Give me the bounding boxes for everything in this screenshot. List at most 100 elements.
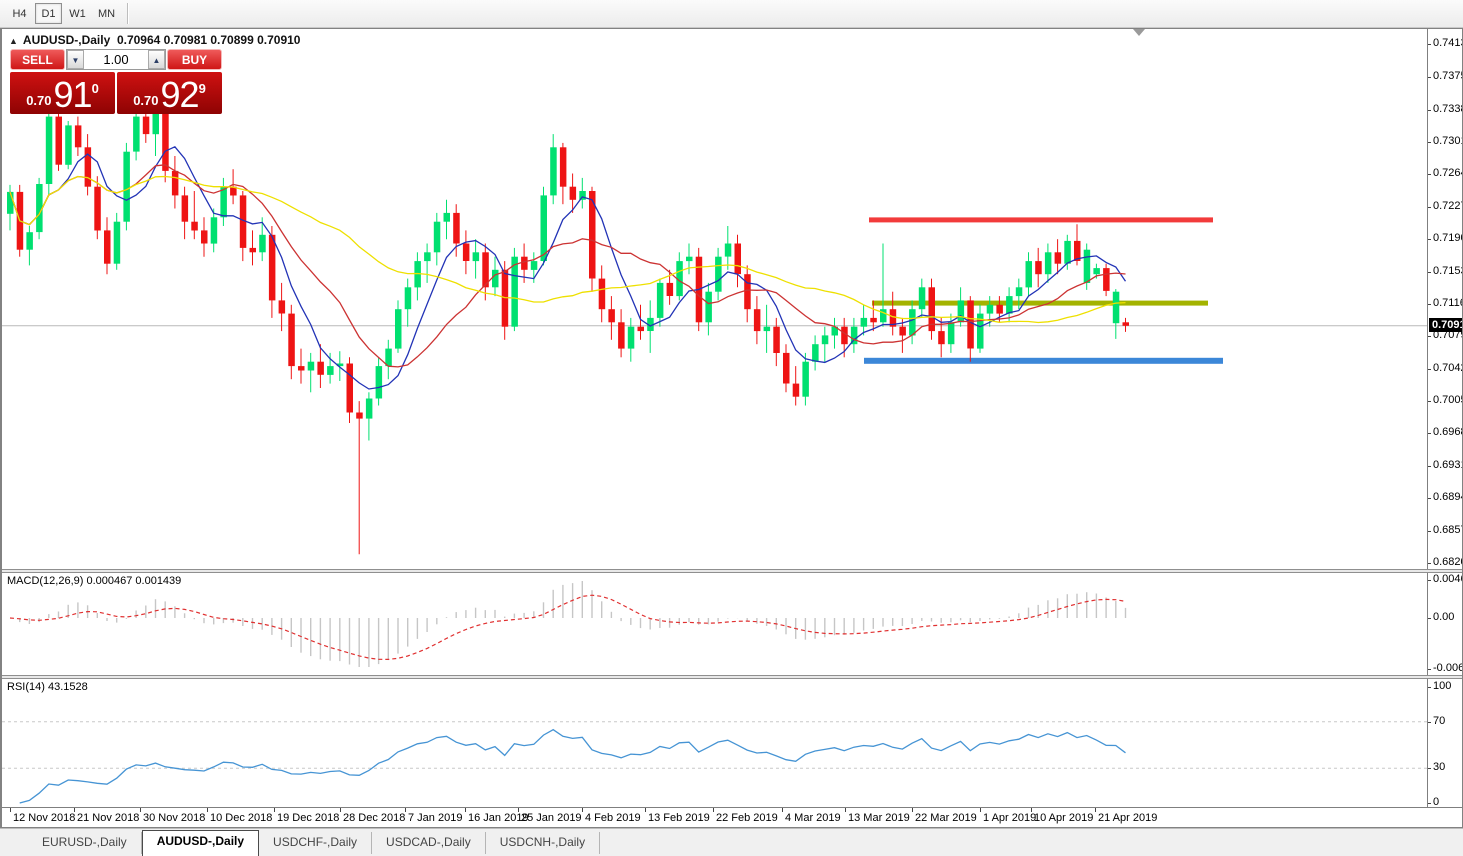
macd-histogram — [19, 581, 1127, 667]
rsi-axis-tick — [1428, 803, 1431, 804]
time-axis-label: 4 Feb 2019 — [585, 812, 641, 824]
toolbar-separator — [127, 3, 129, 24]
tab-usdcnh-daily[interactable]: USDCNH-,Daily — [486, 832, 601, 854]
timeframe-button-w1[interactable]: W1 — [69, 8, 86, 20]
price-axis-tick — [1428, 239, 1431, 241]
volume-decrease-icon[interactable]: ▼ — [67, 50, 84, 69]
rsi-pane[interactable]: RSI(14) 43.1528 100 70 30 0 — [2, 679, 1462, 807]
price-axis-label: 0.68570 — [1433, 523, 1462, 536]
tab-audusd-daily[interactable]: AUDUSD-,Daily — [141, 830, 260, 856]
price-axis-label: 0.72270 — [1433, 199, 1462, 212]
chart-shift-marker-icon — [1133, 29, 1145, 36]
volume-increase-icon[interactable]: ▲ — [148, 50, 165, 69]
time-axis-tick — [140, 808, 141, 812]
time-axis-tick — [405, 808, 406, 812]
price-axis-tick — [1428, 77, 1431, 79]
tab-usdchf-daily[interactable]: USDCHF-,Daily — [259, 832, 373, 854]
macd-indicator-label: MACD(12,26,9) 0.000467 0.001439 — [7, 575, 182, 587]
chart-title: ▲ AUDUSD-,Daily 0.70964 0.70981 0.70899 0… — [9, 33, 300, 47]
level-lines-layer — [864, 217, 1223, 364]
collapse-panel-icon[interactable]: ▲ — [9, 36, 18, 46]
timeframe-button-h4[interactable]: H4 — [12, 8, 27, 20]
price-axis-label: 0.73750 — [1433, 70, 1462, 83]
ma-line-medium — [9, 164, 1126, 368]
rsi-canvas[interactable] — [2, 679, 1427, 807]
time-axis-label: 13 Feb 2019 — [648, 812, 710, 824]
rsi-axis-tick — [1428, 687, 1431, 688]
price-axis-label: 0.70050 — [1433, 394, 1462, 407]
time-axis-label: 28 Dec 2018 — [343, 812, 406, 824]
time-axis-tick — [845, 808, 846, 812]
rsi-axis-label: 0 — [1433, 796, 1440, 807]
macd-axis-tick — [1428, 580, 1431, 581]
macd-axis-label: -0.00639 — [1433, 662, 1462, 674]
bid-price-tile[interactable]: 0.70 91 0 — [10, 72, 115, 114]
tab-eurusd-daily[interactable]: EURUSD-,Daily — [28, 832, 142, 854]
buy-button[interactable]: BUY — [167, 49, 222, 70]
time-axis-label: 13 Mar 2019 — [848, 812, 910, 824]
time-axis-tick — [465, 808, 466, 812]
time-axis-tick — [207, 808, 208, 812]
price-axis-label: 0.69310 — [1433, 458, 1462, 471]
time-axis-tick — [1031, 808, 1032, 812]
macd-axis-label: 0.00 — [1433, 611, 1455, 623]
price-axis-tick — [1428, 401, 1431, 403]
price-axis-label: 0.71530 — [1433, 264, 1462, 277]
time-axis-label: 30 Nov 2018 — [143, 812, 206, 824]
time-axis-label: 19 Dec 2018 — [277, 812, 340, 824]
price-axis-label: 0.70420 — [1433, 361, 1462, 374]
price-axis-tick — [1428, 368, 1431, 370]
price-axis-label: 0.69680 — [1433, 426, 1462, 439]
price-chart-canvas[interactable] — [2, 29, 1427, 569]
macd-canvas[interactable] — [2, 573, 1427, 675]
mid-line — [872, 300, 1208, 306]
time-axis-label: 22 Mar 2019 — [915, 812, 977, 824]
price-axis-tick — [1428, 563, 1431, 564]
price-axis-tick — [1428, 206, 1431, 208]
time-axis-label: 4 Mar 2019 — [785, 812, 841, 824]
macd-axis-tick — [1428, 669, 1431, 670]
timeframe-button-d1[interactable]: D1 — [35, 3, 62, 24]
ma-line-fast — [9, 146, 1127, 390]
resistance-line — [869, 217, 1213, 223]
time-axis-tick — [782, 808, 783, 812]
price-axis-tick — [1428, 44, 1431, 45]
macd-axis-tick — [1428, 618, 1431, 619]
pane-splitter[interactable] — [2, 675, 1462, 679]
price-axis-tick — [1428, 498, 1431, 500]
rsi-axis[interactable]: 100 70 30 0 — [1427, 679, 1462, 807]
time-axis-tick — [340, 808, 341, 812]
time-axis-tick — [10, 808, 11, 812]
price-axis-tick — [1428, 530, 1431, 532]
ma-line-slow — [9, 175, 1126, 324]
time-axis-label: 12 Nov 2018 — [13, 812, 76, 824]
time-axis-tick — [518, 808, 519, 812]
time-axis-label: 25 Jan 2019 — [521, 812, 582, 824]
price-axis-tick — [1428, 271, 1431, 273]
one-click-trade-panel: SELL ▼ 1.00 ▲ BUY 0.70 91 0 0.70 92 9 — [10, 49, 222, 114]
price-axis-label: 0.73010 — [1433, 135, 1462, 148]
ask-price-tile[interactable]: 0.70 92 9 — [117, 72, 222, 114]
timeframe-button-mn[interactable]: MN — [97, 8, 116, 20]
tab-usdcad-daily[interactable]: USDCAD-,Daily — [372, 832, 486, 854]
price-axis-tick — [1428, 465, 1431, 467]
sell-button[interactable]: SELL — [10, 49, 65, 70]
time-axis[interactable]: 12 Nov 2018 21 Nov 2018 30 Nov 2018 10 Dec … — [2, 807, 1462, 827]
volume-spinner: ▼ 1.00 ▲ — [66, 49, 166, 70]
macd-axis-label: 0.004694 — [1433, 573, 1462, 585]
time-axis-tick — [912, 808, 913, 812]
time-axis-tick — [582, 808, 583, 812]
time-axis-label: 1 Apr 2019 — [983, 812, 1037, 824]
macd-pane[interactable]: MACD(12,26,9) 0.000467 0.001439 0.004694… — [2, 573, 1462, 675]
rsi-axis-label: 30 — [1433, 761, 1446, 774]
price-axis-tick — [1428, 174, 1431, 176]
price-chart-pane[interactable]: ▲ AUDUSD-,Daily 0.70964 0.70981 0.70899 0… — [2, 29, 1462, 569]
volume-input[interactable]: 1.00 — [103, 52, 129, 67]
price-axis-tick — [1428, 433, 1431, 435]
price-axis[interactable]: 0.70910 0.74130 0.73750 0.73380 0.73010 0.72… — [1427, 29, 1462, 569]
pane-splitter[interactable] — [2, 569, 1462, 573]
chart-window: ▲ AUDUSD-,Daily 0.70964 0.70981 0.70899 0… — [0, 28, 1463, 828]
rsi-axis-label: 100 — [1433, 680, 1452, 692]
macd-axis[interactable]: 0.004694 0.00 -0.00639 — [1427, 573, 1462, 675]
time-axis-label: 10 Apr 2019 — [1034, 812, 1094, 824]
